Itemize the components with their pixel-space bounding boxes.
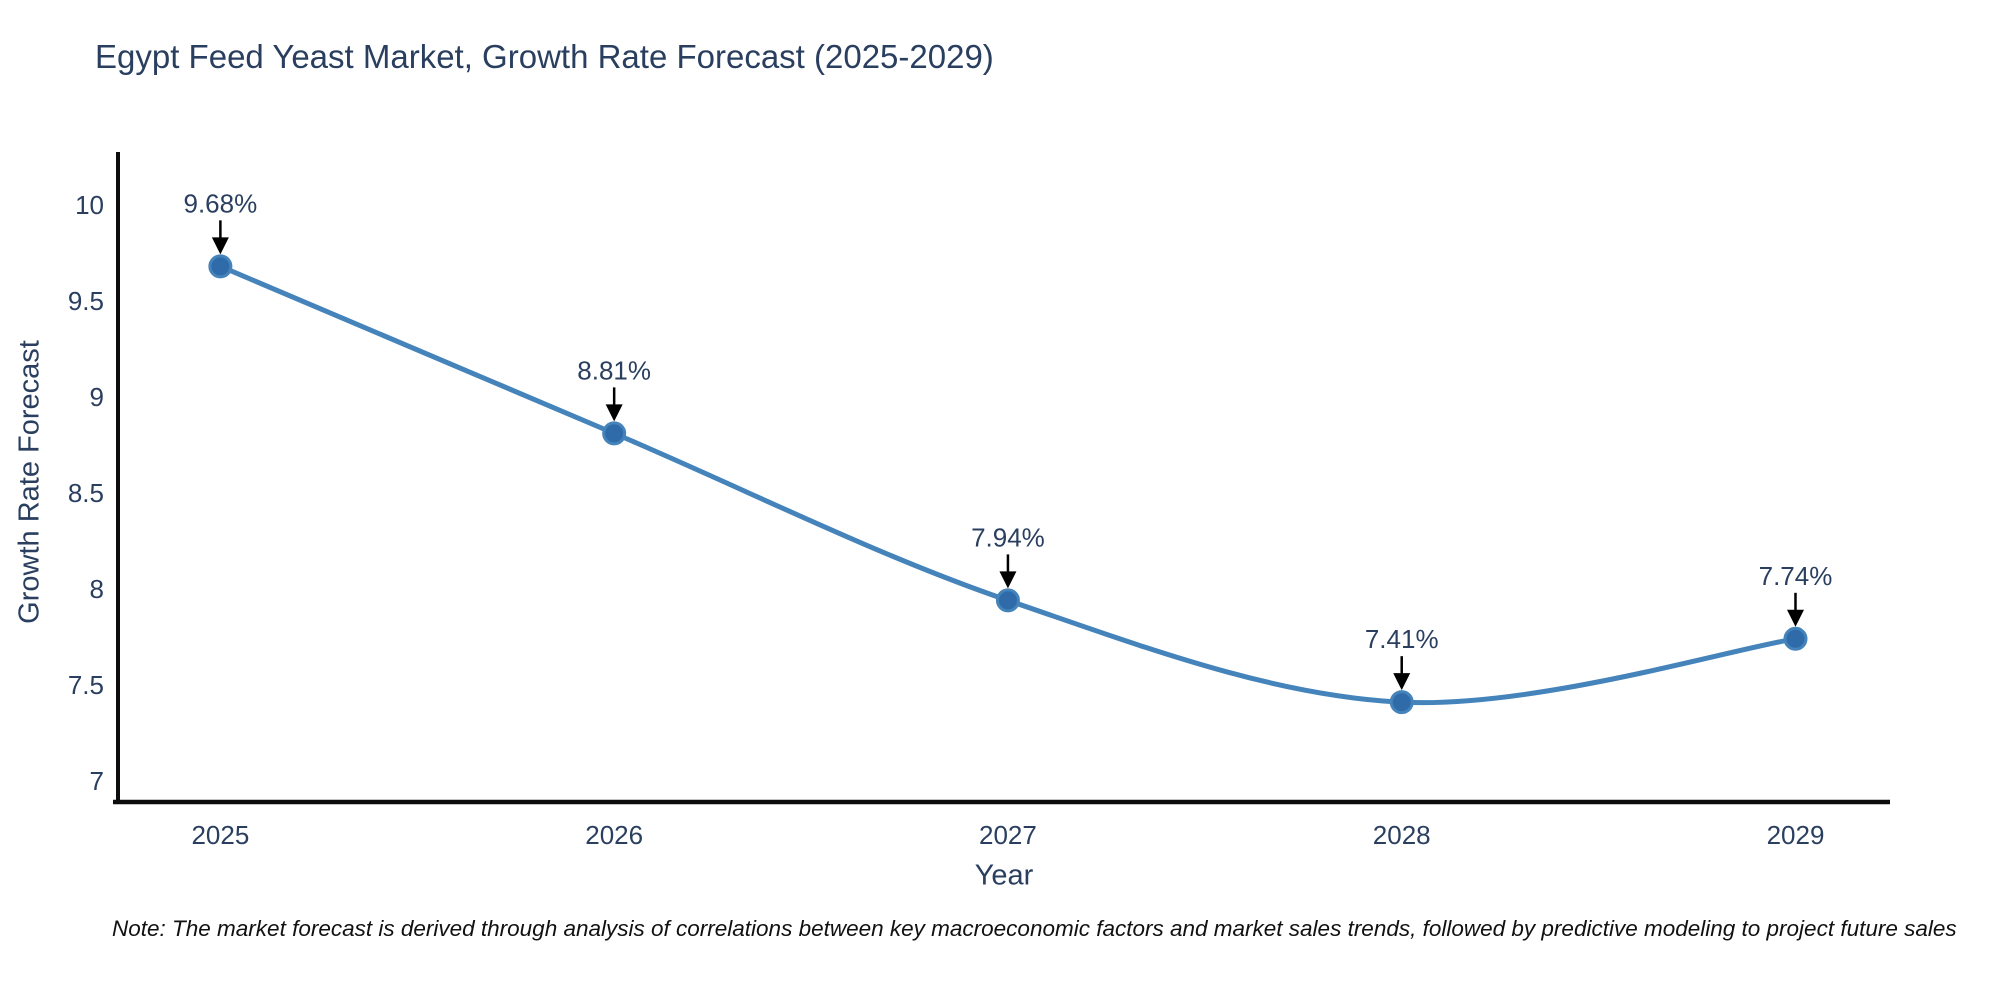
y-tick-label: 10 (75, 190, 104, 220)
y-tick-label: 7 (90, 766, 104, 796)
x-tick-label: 2027 (979, 820, 1037, 850)
y-tick-label: 8 (90, 574, 104, 604)
annotation-arrowhead (1393, 673, 1411, 691)
annotation-arrowhead (1786, 609, 1804, 627)
y-tick-label: 9.5 (68, 286, 104, 316)
x-axis-title: Year (974, 859, 1034, 892)
x-tick-label: 2026 (585, 820, 643, 850)
annotation-arrowhead (999, 571, 1017, 589)
annotation-arrowhead (211, 237, 229, 255)
x-tick-label: 2028 (1373, 820, 1431, 850)
data-point-marker-2028 (1389, 690, 1414, 715)
y-tick-label: 7.5 (68, 670, 104, 700)
chart-title: Egypt Feed Yeast Market, Growth Rate For… (95, 38, 994, 75)
point-label-2028: 7.41% (1365, 624, 1439, 654)
data-point-marker-2026 (602, 421, 627, 446)
x-tick-label: 2025 (191, 820, 249, 850)
point-label-2027: 7.94% (971, 522, 1045, 552)
point-label-2026: 8.81% (577, 355, 651, 385)
data-point-marker-2027 (995, 588, 1020, 613)
series-line (217, 263, 1798, 706)
footnote: Note: The market forecast is derived thr… (112, 916, 1957, 941)
x-tick-label: 2029 (1767, 820, 1825, 850)
data-point-marker-2025 (208, 254, 233, 279)
data-point-marker-2029 (1783, 626, 1808, 651)
annotation-arrowhead (605, 404, 623, 422)
y-tick-label: 8.5 (68, 478, 104, 508)
point-label-2029: 7.74% (1759, 561, 1833, 591)
y-tick-label: 9 (90, 382, 104, 412)
point-label-2025: 9.68% (184, 188, 258, 218)
